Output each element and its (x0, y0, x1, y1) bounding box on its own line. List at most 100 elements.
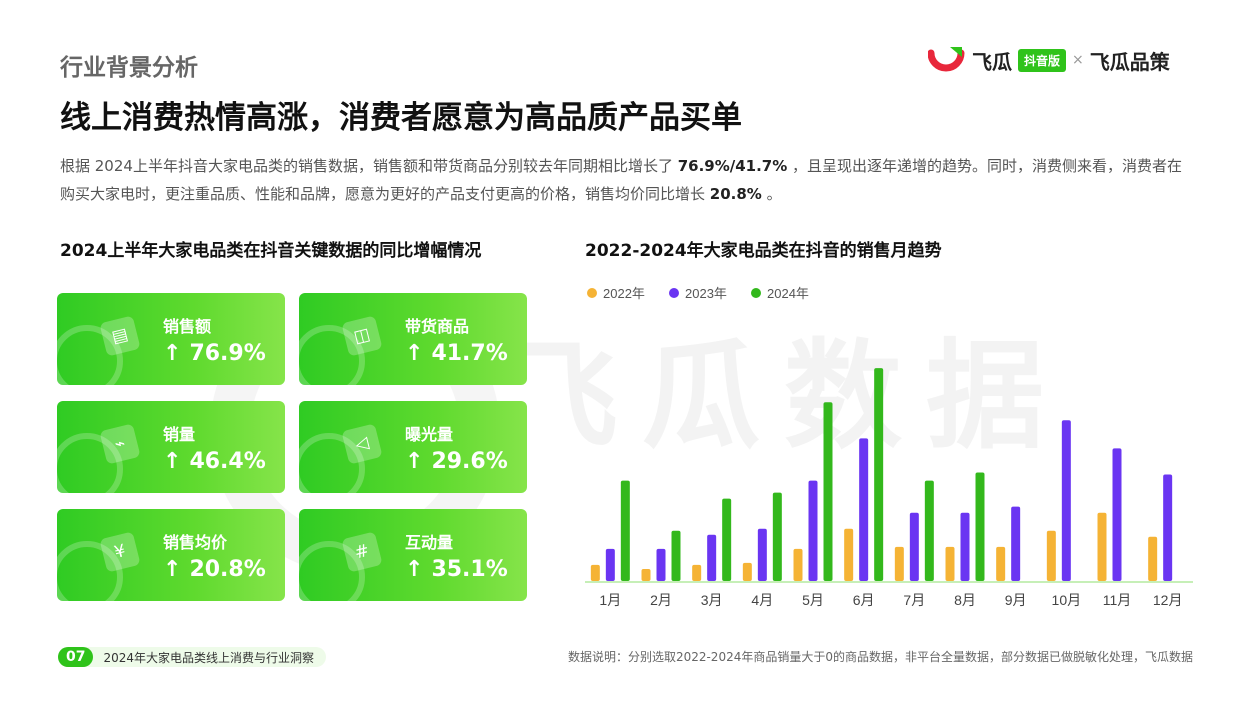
bar-2022年-12月 (1148, 536, 1158, 581)
bar-2023年-1月 (605, 548, 615, 581)
bar-2022年-8月 (945, 546, 955, 581)
data-note: 数据说明：分别选取2022-2024年商品销量大于0的商品数据，非平台全量数据，… (567, 650, 1193, 664)
metric-label: 曝光量 (405, 425, 454, 444)
legend-marker (751, 288, 761, 298)
bar-2022年-7月 (894, 546, 904, 581)
x-tick-label: 4月 (751, 592, 773, 608)
bar-2024年-5月 (823, 402, 833, 581)
bar-2024年-3月 (722, 498, 732, 581)
chart-svg: 2022年 2023年 2024年 1月 2月 3月 4月 5月 6月 7月 8月 9月 10月 11月 1… (585, 286, 1193, 608)
intro-highlight-2: 20.8% (709, 185, 762, 203)
brand-badge: 抖音版 (1018, 48, 1067, 72)
megaphone-icon: ◁ (341, 423, 383, 465)
monthly-sales-chart: 2022年 2023年 2024年 1月 2月 3月 4月 5月 6月 7月 8月 9月 10月 11月 1… (575, 278, 1200, 618)
shopping-bag-icon: ◫ (341, 315, 383, 357)
chat-hash-icon: # (341, 531, 383, 573)
up-arrow-icon: ↑ (163, 557, 182, 582)
bar-2022年-6月 (844, 528, 854, 581)
metric-label: 销售均价 (163, 533, 228, 552)
metric-card-volume: ⌁ 销量 ↑ 46.4% (57, 401, 285, 493)
metric-value: ↑ 76.9% (163, 341, 266, 366)
watermark: 飞瓜数据 (500, 327, 1069, 465)
x-tick-label: 1月 (599, 592, 621, 608)
legend-marker (669, 288, 679, 298)
metric-card-avg-price: ¥ 销售均价 ↑ 20.8% (57, 509, 285, 601)
bar-2022年-5月 (793, 548, 803, 581)
metric-label: 互动量 (405, 533, 454, 552)
x-tick-label: 2月 (650, 592, 672, 608)
intro-paragraph: 根据 2024上半年抖音大家电品类的销售数据，销售额和带货商品分别较去年同期相比… (60, 152, 1195, 208)
section-title: 行业背景分析 (60, 55, 198, 81)
metric-card-products: ◫ 带货商品 ↑ 41.7% (299, 293, 527, 385)
bar-2024年-7月 (924, 480, 934, 581)
x-tick-label: 8月 (954, 592, 976, 608)
metric-label: 带货商品 (405, 317, 470, 336)
bar-2024年-2月 (671, 530, 681, 581)
metric-label: 销量 (163, 425, 196, 444)
bar-2022年-2月 (641, 568, 651, 581)
yen-coin-icon: ¥ (99, 531, 141, 573)
metric-label: 销售额 (163, 317, 212, 336)
bar-2023年-8月 (960, 512, 970, 581)
metric-value: ↑ 20.8% (163, 557, 266, 582)
melon-logo-icon (927, 45, 968, 75)
card-decoration (299, 325, 365, 385)
legend-label: 2023年 (685, 286, 727, 301)
bar-2022年-9月 (996, 546, 1006, 581)
metric-card-sales: ▤ 销售额 ↑ 76.9% (57, 293, 285, 385)
left-panel-title: 2024上半年大家电品类在抖音关键数据的同比增幅情况 (60, 241, 482, 261)
intro-text-1: 根据 2024上半年抖音大家电品类的销售数据，销售额和带货商品分别较去年同期相比… (60, 157, 678, 175)
legend-label: 2024年 (767, 286, 809, 301)
bar-2023年-9月 (1011, 506, 1021, 581)
metric-value: ↑ 41.7% (405, 341, 508, 366)
x-tick-label: 11月 (1103, 592, 1132, 608)
bar-2022年-10月 (1046, 530, 1056, 581)
chart-title: 2022-2024年大家电品类在抖音的销售月趋势 (585, 241, 942, 261)
bar-2024年-6月 (874, 368, 884, 581)
intro-highlight-1: 76.9%/41.7% (677, 157, 788, 175)
bar-2022年-3月 (692, 564, 702, 581)
receipt-icon: ▤ (99, 315, 141, 357)
intro-text-2: ，且呈现出逐年递增的趋势。同时，消费侧来看，消费者在购买大家电时，更注重品质、性… (60, 157, 1183, 203)
page-headline: 线上消费热情高涨，消费者愿意为高品质产品买单 (60, 100, 742, 136)
metric-cards: ▤ 销售额 ↑ 76.9% ◫ 带货商品 ↑ 41.7% ⌁ 销量 ↑ 46.4% ◁… (57, 293, 527, 603)
x-tick-label: 7月 (903, 592, 925, 608)
trend-board-icon: ⌁ (99, 423, 141, 465)
bar-2024年-4月 (772, 492, 782, 581)
bar-2024年-8月 (975, 472, 985, 581)
brand-logo: 飞瓜 抖音版 × 飞瓜品策 (927, 44, 1170, 76)
bar-2024年-1月 (620, 480, 630, 581)
up-arrow-icon: ↑ (405, 557, 424, 582)
page-number: 07 (58, 647, 94, 667)
footer-badge: 07 2024年大家电品类线上消费与行业洞察 (58, 647, 327, 667)
intro-text-3: 。 (761, 185, 782, 203)
metric-card-interaction: # 互动量 ↑ 35.1% (299, 509, 527, 601)
bar-2023年-6月 (859, 438, 869, 581)
card-decoration (57, 325, 123, 385)
bar-2023年-5月 (808, 480, 818, 581)
x-tick-label: 9月 (1005, 592, 1027, 608)
up-arrow-icon: ↑ (163, 449, 182, 474)
metric-value: ↑ 46.4% (163, 449, 266, 474)
metric-value: ↑ 35.1% (405, 557, 508, 582)
up-arrow-icon: ↑ (405, 449, 424, 474)
bar-2023年-2月 (656, 548, 666, 581)
card-decoration (57, 433, 123, 493)
bar-2023年-3月 (707, 534, 717, 581)
x-tick-label: 12月 (1153, 592, 1183, 608)
bar-2023年-11月 (1112, 448, 1122, 581)
report-title: 2024年大家电品类线上消费与行业洞察 (103, 650, 315, 665)
metric-value: ↑ 29.6% (405, 449, 508, 474)
bar-2023年-10月 (1061, 420, 1071, 581)
bar-2023年-4月 (757, 528, 767, 581)
up-arrow-icon: ↑ (405, 341, 424, 366)
brand-name: 飞瓜 (972, 49, 1012, 74)
card-decoration (299, 541, 365, 601)
metric-card-exposure: ◁ 曝光量 ↑ 29.6% (299, 401, 527, 493)
legend-label: 2022年 (603, 286, 645, 301)
x-tick-label: 6月 (853, 592, 875, 608)
bar-2022年-11月 (1097, 512, 1107, 581)
up-arrow-icon: ↑ (163, 341, 182, 366)
bar-2023年-12月 (1163, 474, 1173, 581)
x-tick-label: 3月 (701, 592, 723, 608)
